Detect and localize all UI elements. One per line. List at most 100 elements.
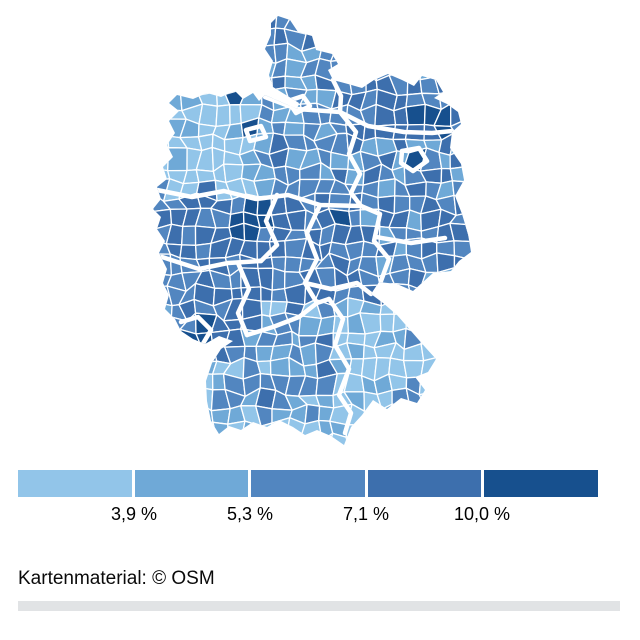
district-cell[interactable] [197,14,217,38]
district-cell[interactable] [454,344,470,366]
district-cell[interactable] [436,283,458,306]
district-cell[interactable] [195,372,214,391]
district-cell[interactable] [134,13,154,37]
district-cell[interactable] [363,408,383,426]
district-cell[interactable] [181,225,197,246]
district-cell[interactable] [272,449,288,466]
district-cell[interactable] [169,450,181,465]
district-cell[interactable] [180,434,200,454]
district-cell[interactable] [342,42,367,60]
district-cell[interactable] [299,452,320,465]
district-cell[interactable] [135,118,156,142]
district-cell[interactable] [197,343,218,364]
district-cell[interactable] [198,103,218,128]
district-cell[interactable] [184,4,201,14]
district-cell[interactable] [343,16,367,37]
district-cell[interactable] [181,46,198,67]
district-cell[interactable] [152,135,170,154]
district-cell[interactable] [194,242,212,261]
district-cell[interactable] [330,42,353,62]
district-cell[interactable] [373,418,390,438]
district-cell[interactable] [388,45,410,61]
district-cell[interactable] [388,57,409,77]
district-cell[interactable] [463,404,485,424]
district-cell[interactable] [421,49,443,64]
district-cell[interactable] [239,87,263,106]
district-cell[interactable] [164,403,182,421]
district-cell[interactable] [449,60,466,82]
district-cell[interactable] [362,450,382,464]
district-cell[interactable] [151,27,172,52]
district-cell[interactable] [137,273,155,289]
district-cell[interactable] [317,28,337,49]
district-cell[interactable] [167,342,188,365]
district-cell[interactable] [137,347,150,366]
district-cell[interactable] [348,72,367,96]
district-cell[interactable] [287,449,306,466]
district-cell[interactable] [238,60,263,81]
district-cell[interactable] [150,58,170,78]
district-cell[interactable] [137,285,152,305]
district-cell[interactable] [449,431,471,454]
district-cell[interactable] [261,77,274,91]
district-cell[interactable] [137,331,152,350]
district-cell[interactable] [388,403,411,425]
district-cell[interactable] [422,299,442,321]
district-cell[interactable] [389,449,410,465]
district-cell[interactable] [388,418,410,439]
district-cell[interactable] [208,44,233,62]
district-cell[interactable] [465,192,486,216]
district-cell[interactable] [450,449,466,465]
district-cell[interactable] [465,453,481,465]
district-cell[interactable] [244,13,262,36]
district-cell[interactable] [402,359,425,379]
district-cell[interactable] [464,269,485,288]
district-cell[interactable] [283,121,305,136]
district-cell[interactable] [149,450,171,465]
district-cell[interactable] [437,29,457,52]
district-cell[interactable] [139,221,155,246]
district-cell[interactable] [164,372,187,395]
district-cell[interactable] [182,33,199,49]
district-cell[interactable] [407,16,428,34]
district-cell[interactable] [268,436,289,452]
district-cell[interactable] [135,42,154,66]
district-cell[interactable] [388,27,410,49]
district-cell[interactable] [407,284,426,305]
district-cell[interactable] [388,436,410,451]
district-cell[interactable] [167,147,188,172]
district-cell[interactable] [149,328,169,348]
district-cell[interactable] [153,393,168,412]
district-cell[interactable] [139,239,155,260]
district-cell[interactable] [197,432,217,453]
district-cell[interactable] [329,448,349,463]
district-cell[interactable] [390,301,413,316]
district-cell[interactable] [212,421,230,441]
district-cell[interactable] [452,318,467,337]
district-cell[interactable] [260,286,273,303]
district-cell[interactable] [343,0,368,20]
district-cell[interactable] [462,146,482,170]
district-cell[interactable] [149,0,172,19]
district-cell[interactable] [420,334,442,345]
district-cell[interactable] [208,72,226,96]
district-cell[interactable] [419,15,441,34]
district-cell[interactable] [138,194,156,213]
district-cell[interactable] [466,15,487,36]
district-cell[interactable] [358,432,380,454]
district-cell[interactable] [223,60,241,74]
district-cell[interactable] [134,301,157,319]
district-cell[interactable] [404,181,427,198]
district-cell[interactable] [470,238,483,261]
district-cell[interactable] [454,30,471,51]
district-cell[interactable] [450,406,466,424]
district-cell[interactable] [434,402,455,427]
district-cell[interactable] [466,29,487,50]
district-cell[interactable] [180,386,203,410]
district-cell[interactable] [169,433,187,455]
district-cell[interactable] [419,435,439,452]
district-cell[interactable] [198,453,214,465]
district-cell[interactable] [163,46,184,67]
district-cell[interactable] [439,0,452,18]
district-cell[interactable] [434,387,455,409]
